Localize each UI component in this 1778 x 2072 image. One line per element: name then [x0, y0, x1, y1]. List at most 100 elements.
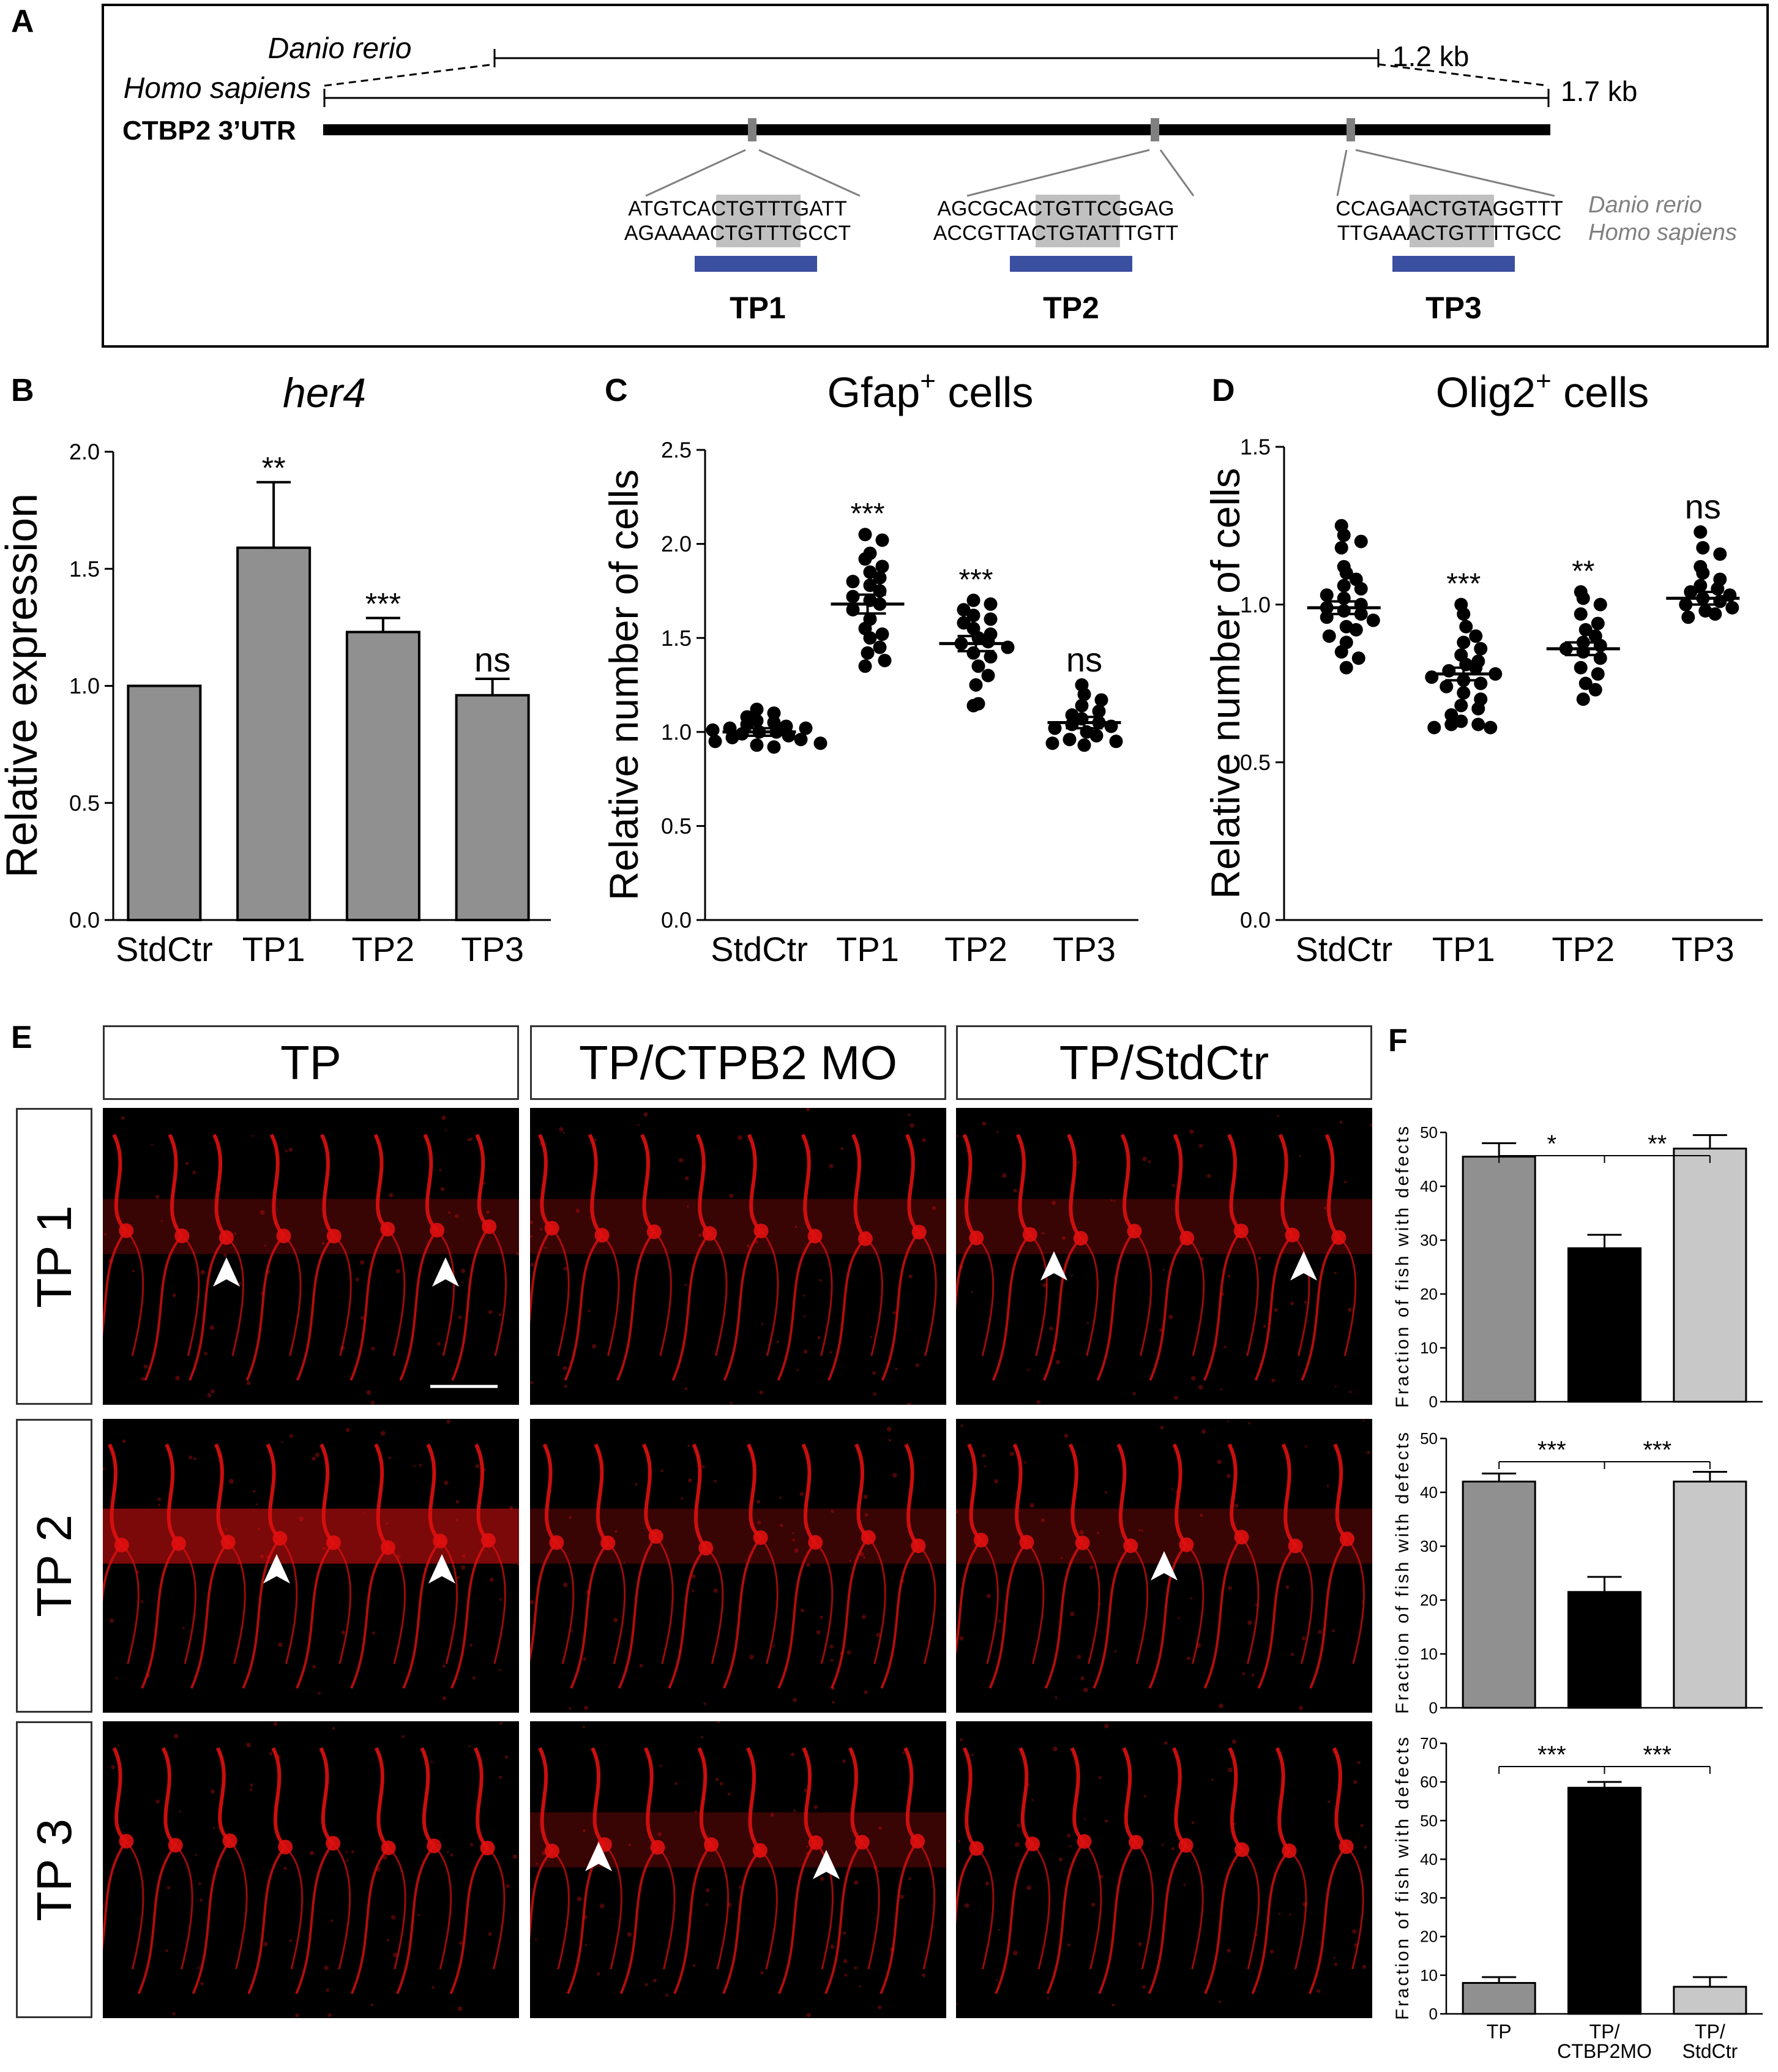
speckle — [692, 1574, 696, 1579]
motor-axon — [1333, 1443, 1349, 1541]
speckle — [1248, 1422, 1250, 1424]
row-label-tp3: TP 3 — [16, 1721, 92, 2018]
speckle — [1175, 1490, 1179, 1494]
cell-body — [168, 1838, 183, 1853]
motor-axon — [475, 1134, 491, 1229]
speckle — [831, 1686, 835, 1691]
speckle — [370, 1401, 375, 1405]
motor-axon — [333, 1235, 352, 1356]
speckle — [958, 1265, 963, 1270]
speckle — [321, 1241, 325, 1245]
speckle — [255, 1503, 258, 1506]
speckle — [562, 1366, 567, 1371]
tp3-protector-bar — [1392, 256, 1515, 272]
data-point — [969, 678, 983, 692]
speckle — [996, 1131, 999, 1134]
motor-axon — [177, 1543, 196, 1664]
speckle — [285, 1150, 288, 1153]
speckle — [1332, 1751, 1335, 1754]
speckle — [1227, 1274, 1231, 1278]
site-mark-tp1 — [748, 118, 756, 141]
motor-axon — [801, 1134, 816, 1238]
data-point — [984, 649, 998, 664]
speckle — [703, 1702, 706, 1705]
speckle — [902, 1751, 905, 1754]
speckle — [792, 1532, 794, 1535]
cell-body — [753, 1530, 768, 1545]
x-tick-label: TP3 — [461, 930, 524, 968]
spinal-cord-band — [103, 1199, 519, 1254]
speckle — [383, 1855, 387, 1860]
data-point — [1440, 679, 1454, 694]
speckle — [1352, 1929, 1357, 1934]
speckle — [1089, 1565, 1094, 1569]
y-tick-label: 0 — [1429, 1699, 1438, 1717]
y-tick-label: 40 — [1420, 1177, 1438, 1195]
speckle — [854, 1880, 859, 1885]
speckle — [1277, 1115, 1280, 1117]
speckle — [873, 1865, 878, 1871]
speckle — [772, 1645, 775, 1648]
cell-body — [1178, 1838, 1193, 1853]
speckle — [635, 1483, 638, 1486]
speckle — [889, 1947, 895, 1952]
speckle — [1231, 1739, 1237, 1744]
significance-label: *** — [1537, 1437, 1566, 1464]
speckle — [806, 1846, 809, 1848]
motor-axon — [904, 1443, 920, 1547]
spinal-cord-band — [530, 1508, 946, 1564]
speckle — [237, 1561, 240, 1565]
gfap-scatter-chart: 0.0 0.5 1.0 1.5 2.0 2.5 Gfap+ cells Relative nu… — [601, 366, 1138, 968]
motor-axon — [1116, 1443, 1132, 1547]
bar-TP2 — [345, 630, 420, 921]
speckle — [820, 1615, 823, 1619]
speckle — [585, 1943, 588, 1947]
speckle — [182, 1626, 185, 1629]
speckle — [780, 1524, 783, 1528]
cell-body — [433, 1533, 448, 1549]
cell-body — [171, 1536, 186, 1551]
y-tick-label: 1.0 — [1240, 592, 1271, 617]
speckle — [757, 1520, 761, 1525]
motor-axon — [747, 1443, 762, 1539]
speckle — [1040, 1518, 1045, 1522]
motor-axon — [387, 1847, 406, 1970]
speckle — [1148, 1160, 1151, 1164]
speckle — [544, 1246, 547, 1249]
cell-body — [1331, 1230, 1347, 1245]
her4-bar-chart: 0.0 0.5 1.0 1.5 2.0 her4 Relative expression St… — [0, 370, 551, 968]
speckle — [1242, 1672, 1246, 1675]
speckle — [160, 1220, 163, 1222]
speckle — [800, 1609, 804, 1613]
speckle — [665, 1994, 669, 1997]
data-point — [863, 631, 877, 645]
speckle — [278, 1642, 283, 1647]
motor-axon — [433, 1845, 452, 1970]
speckle — [687, 1478, 692, 1483]
data-point — [1444, 708, 1459, 722]
cell-body — [704, 1837, 719, 1852]
speckle — [888, 1438, 891, 1442]
motor-axon — [1130, 1545, 1149, 1664]
speckle — [417, 1913, 420, 1917]
speckle — [1013, 1189, 1017, 1193]
data-point — [1588, 683, 1602, 697]
data-point — [1591, 667, 1605, 681]
data-point — [1048, 721, 1062, 735]
speckle — [260, 1554, 264, 1558]
data-point — [878, 654, 892, 668]
speckle — [908, 1274, 913, 1279]
data-point — [971, 659, 985, 673]
speckle — [389, 1456, 392, 1459]
motor-axon — [530, 1541, 558, 1662]
cell-body — [861, 1530, 876, 1545]
motor-axon — [962, 1134, 978, 1240]
speckle — [1104, 1723, 1109, 1729]
cell-body — [1025, 1836, 1040, 1852]
data-point — [1713, 547, 1727, 561]
spinal-cord-band — [530, 1199, 946, 1254]
motor-axon — [1134, 1230, 1152, 1356]
speckle — [730, 1402, 733, 1405]
cell-body — [326, 1535, 341, 1550]
motor-axon — [487, 1539, 506, 1664]
